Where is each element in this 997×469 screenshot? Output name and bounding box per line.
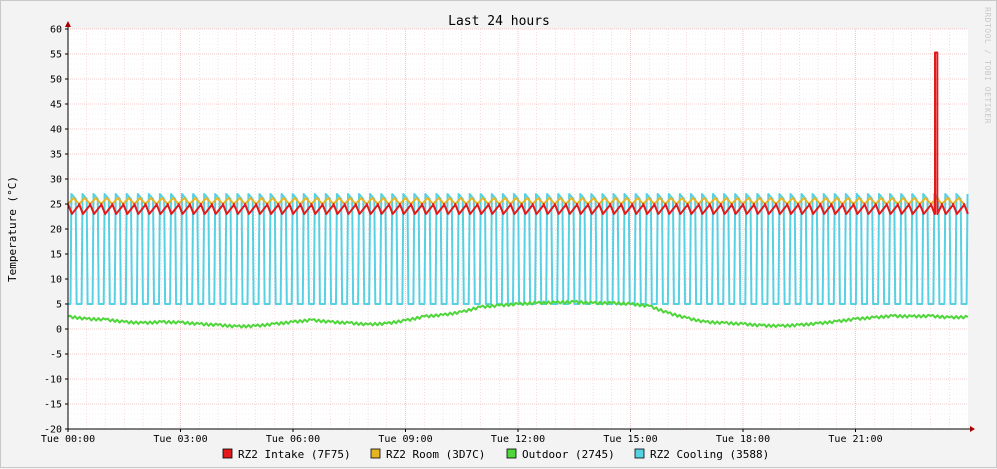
chart-title: Last 24 hours <box>448 14 550 29</box>
series-line <box>67 51 969 215</box>
legend-swatch <box>222 448 233 459</box>
y-tick-label: 60 <box>50 25 62 36</box>
y-tick-label: 30 <box>50 175 62 186</box>
series-line <box>67 197 965 205</box>
series-layer <box>67 51 969 329</box>
y-tick-label: -15 <box>44 400 62 411</box>
y-tick-label: -20 <box>44 425 62 436</box>
x-tick-label: Tue 09:00 <box>378 434 432 445</box>
legend-label: RZ2 Room (3D7C) <box>386 448 485 461</box>
y-tick-label: -10 <box>44 375 62 386</box>
y-axis-label: Temperature (°C) <box>6 176 19 282</box>
y-tick-label: 35 <box>50 150 62 161</box>
x-tick-label: Tue 18:00 <box>716 434 770 445</box>
y-tick-label: 20 <box>50 225 62 236</box>
x-tick-label: Tue 21:00 <box>828 434 882 445</box>
y-tick-label: 45 <box>50 100 62 111</box>
legend-label: RZ2 Cooling (3588) <box>650 448 769 461</box>
x-axis-arrow <box>970 426 975 432</box>
y-tick-label: 10 <box>50 275 62 286</box>
x-tick-label: Tue 06:00 <box>266 434 320 445</box>
legend-label: RZ2 Intake (7F75) <box>238 448 351 461</box>
legend-swatch <box>370 448 381 459</box>
legend-swatch <box>634 448 645 459</box>
x-tick-label: Tue 03:00 <box>153 434 207 445</box>
x-tick-label: Tue 12:00 <box>491 434 545 445</box>
legend: RZ2 Intake (7F75) RZ2 Room (3D7C) Outdoor … <box>222 448 769 461</box>
y-tick-label: 40 <box>50 125 62 136</box>
x-tick-label: Tue 15:00 <box>603 434 657 445</box>
y-tick-label: -5 <box>50 350 62 361</box>
x-axis-ticks: Tue 00:00 Tue 03:00 Tue 06:00 Tue 09:00 Tue … <box>41 429 883 445</box>
watermark: RRDTOOL / TOBI OETIKER <box>983 7 992 124</box>
y-axis-arrow <box>65 21 71 27</box>
x-tick-label: Tue 00:00 <box>41 434 95 445</box>
series-line <box>67 299 969 329</box>
y-tick-label: 25 <box>50 200 62 211</box>
y-tick-label: 55 <box>50 50 62 61</box>
y-tick-label: 15 <box>50 250 62 261</box>
legend-swatch <box>506 448 517 459</box>
axes <box>65 21 975 432</box>
legend-label: Outdoor (2745) <box>522 448 615 461</box>
y-tick-label: 0 <box>56 325 62 336</box>
y-tick-label: 50 <box>50 75 62 86</box>
y-tick-label: 5 <box>56 300 62 311</box>
